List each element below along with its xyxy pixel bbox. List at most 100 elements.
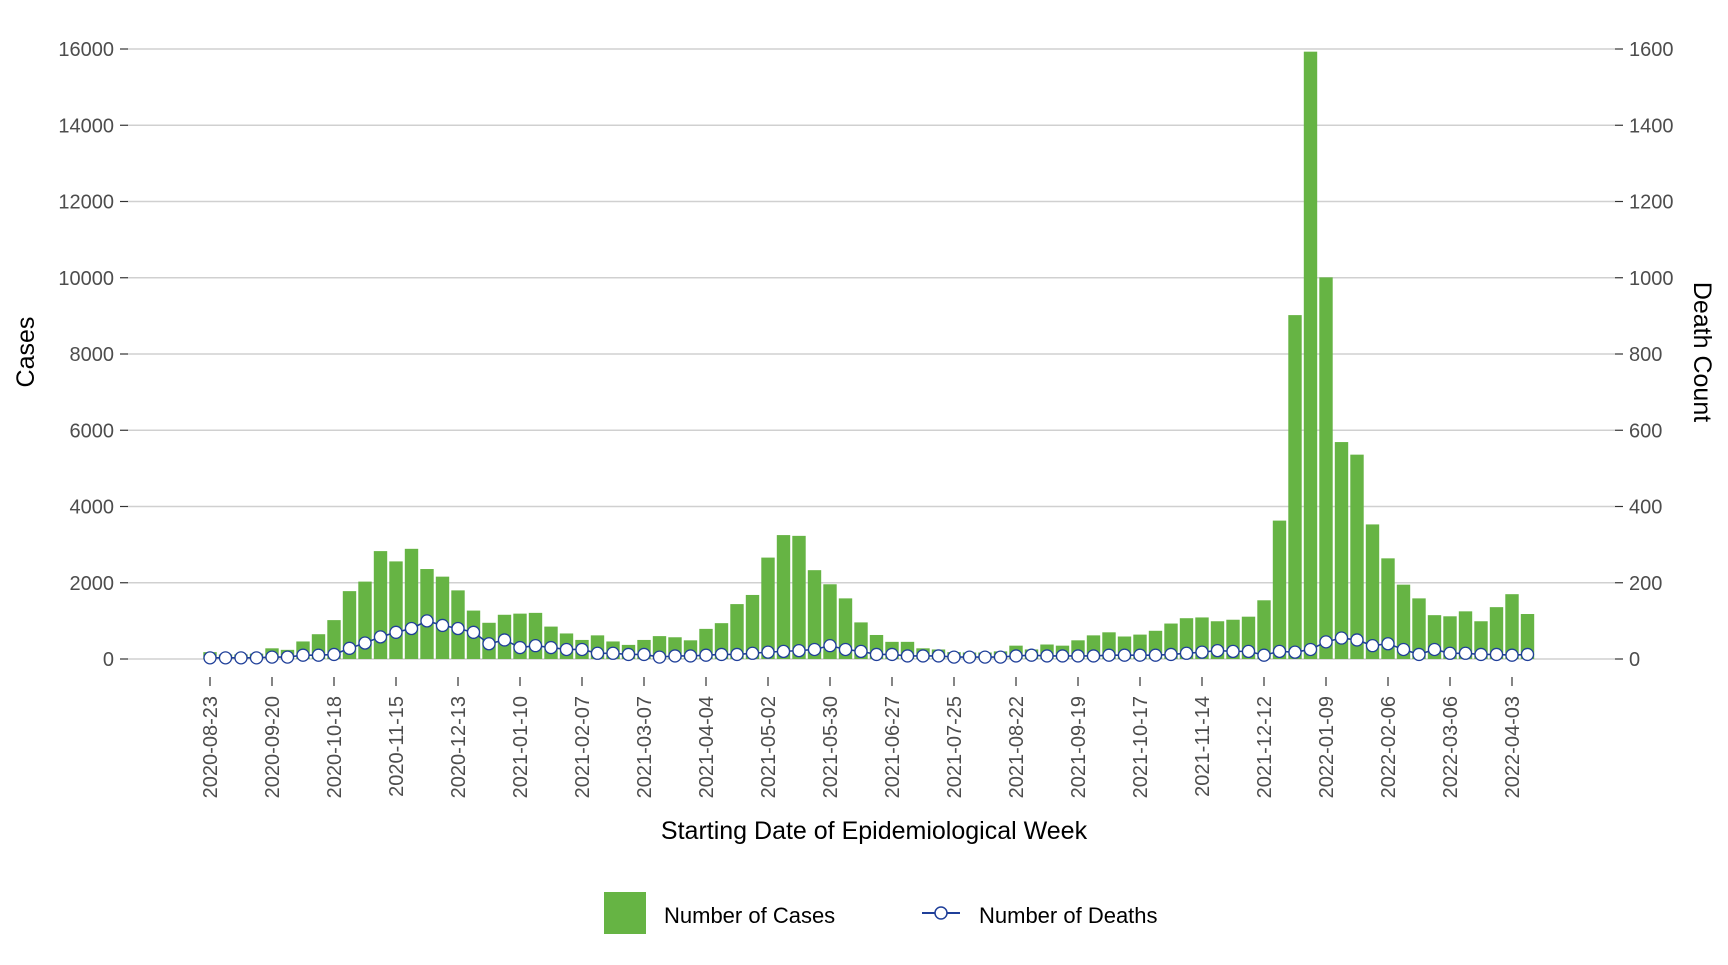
death-point (559, 642, 574, 657)
death-point (683, 649, 698, 663)
death-point (218, 651, 233, 665)
left-axis-tick-label: 6000 (70, 420, 115, 442)
left-axis-tick-label: 4000 (70, 497, 115, 519)
death-point (1505, 648, 1519, 662)
case-bar (761, 557, 775, 659)
x-axis-tick-label: 2021-07-25 (944, 696, 966, 798)
x-axis-tick-label: 2021-01-10 (510, 696, 532, 798)
death-point (885, 647, 899, 662)
case-bar (404, 548, 419, 659)
death-point (1133, 648, 1147, 662)
death-point (869, 647, 884, 662)
case-bar (1365, 524, 1380, 659)
case-bar (1489, 607, 1504, 659)
legend-swatch-deaths-marker (934, 906, 948, 920)
case-bar (792, 535, 806, 659)
death-point (435, 618, 450, 633)
death-point (1474, 647, 1488, 662)
right-axis-tick-label: 1000 (1629, 268, 1674, 290)
x-axis-tick-label: 2021-05-30 (820, 696, 842, 798)
case-bar (1505, 594, 1519, 659)
case-bar (745, 594, 760, 659)
death-point (1195, 645, 1209, 659)
case-bar (1334, 442, 1349, 659)
case-bar (730, 604, 744, 659)
death-point (1086, 649, 1101, 663)
death-point (544, 640, 558, 655)
death-point (1071, 649, 1085, 663)
x-axis-tick-label: 2022-02-06 (1378, 696, 1400, 798)
death-point (280, 650, 295, 664)
case-bar (342, 591, 357, 659)
death-point (792, 643, 806, 658)
right-axis-tick-label: 800 (1629, 344, 1662, 366)
right-axis-tick-label: 1200 (1629, 192, 1674, 214)
death-point (1102, 648, 1116, 662)
x-axis-tick-label: 2021-03-07 (634, 696, 656, 798)
left-axis-tick-label: 2000 (70, 573, 115, 595)
x-axis-tick-label: 2021-12-12 (1254, 696, 1276, 798)
x-axis-tick-label: 2021-08-22 (1006, 696, 1028, 798)
death-point (1365, 639, 1380, 653)
death-point (776, 644, 791, 659)
legend-swatch-cases (604, 892, 646, 934)
case-bar (435, 576, 450, 659)
right-axis-tick-label: 200 (1629, 573, 1662, 595)
death-point (931, 649, 946, 663)
death-point (1412, 647, 1426, 662)
death-point (1520, 647, 1535, 662)
x-axis-tick-label: 2021-02-07 (572, 696, 594, 798)
x-axis-title: Starting Date of Epidemiological Week (661, 817, 1088, 845)
death-point (1272, 644, 1287, 659)
death-point (1458, 646, 1473, 660)
legend-label-cases: Number of Cases (664, 903, 835, 928)
death-point (621, 647, 636, 662)
death-point (1288, 645, 1302, 659)
case-bar (1303, 51, 1318, 659)
case-bar (1288, 315, 1302, 659)
x-axis: 2020-08-23 2020-09-20 2020-10-18 2020-11-15… (200, 677, 1524, 798)
death-point (203, 651, 217, 665)
x-axis-tick-label: 2021-04-04 (696, 696, 718, 798)
death-point (1164, 647, 1178, 662)
left-axis-tick-label: 12000 (58, 192, 114, 214)
x-axis-tick-label: 2021-06-27 (882, 696, 904, 798)
death-point (1210, 643, 1225, 658)
death-point (745, 646, 760, 660)
death-point (389, 625, 403, 639)
case-bar (1272, 520, 1287, 659)
death-point (451, 621, 465, 636)
x-axis-tick-label: 2020-08-23 (200, 696, 222, 798)
death-point (761, 645, 775, 659)
x-axis-tick-label: 2020-12-13 (448, 696, 470, 798)
death-point (1396, 642, 1411, 657)
left-y-axis: 0 2000 4000 6000 8000 10000 12000 14000 16000 (58, 39, 128, 671)
death-point (234, 651, 248, 665)
death-point (838, 642, 853, 657)
death-point (466, 625, 481, 639)
legend: Number of Cases Number of Deaths (604, 892, 1158, 934)
right-axis-tick-label: 0 (1629, 649, 1640, 671)
case-bar (1520, 614, 1535, 659)
death-point (1040, 649, 1054, 663)
death-point (606, 646, 620, 660)
death-point (1334, 631, 1349, 645)
left-axis-tick-label: 16000 (58, 39, 114, 61)
death-point (807, 642, 822, 657)
death-point (327, 647, 341, 662)
case-bar (1350, 454, 1364, 659)
death-point (730, 647, 744, 662)
death-point (497, 633, 512, 647)
deaths-line (203, 614, 1535, 665)
death-point (947, 650, 961, 664)
death-point (1009, 649, 1023, 663)
death-point (249, 651, 264, 665)
left-axis-tick-label: 0 (103, 649, 114, 671)
death-point (1024, 648, 1039, 662)
left-axis-tick-label: 8000 (70, 344, 115, 366)
death-point (823, 639, 837, 653)
death-point (575, 642, 589, 657)
death-point (1257, 648, 1271, 662)
